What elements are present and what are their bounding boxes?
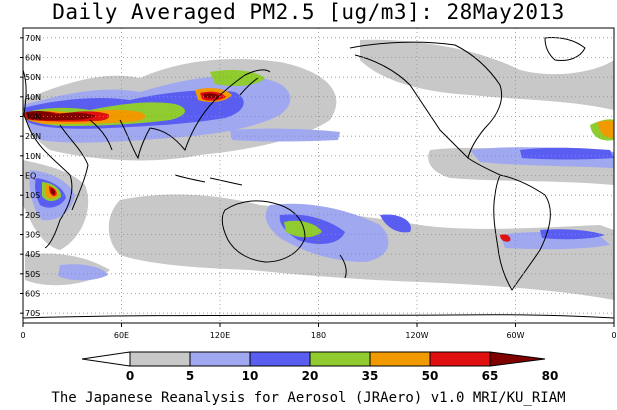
- colorbar-segment: [249, 351, 311, 367]
- colorbar-label: 20: [302, 369, 319, 383]
- map-title: Daily Averaged PM2.5 [ug/m3]: 28May2013: [52, 0, 565, 24]
- lat-label: 50S: [25, 270, 40, 279]
- lat-label: 70N: [25, 34, 41, 43]
- lat-label: 40N: [25, 93, 41, 102]
- colorbar-label: 65: [482, 369, 499, 383]
- lon-label: 0: [20, 331, 25, 340]
- lat-label: 30N: [25, 113, 41, 122]
- map-grid: [23, 28, 614, 323]
- lat-label: 50N: [25, 73, 41, 82]
- colorbar-segment: [129, 351, 191, 367]
- colorbar-arrow-low: [81, 351, 131, 367]
- lat-label: 10S: [25, 191, 40, 200]
- lon-label: 0: [611, 331, 616, 340]
- lat-label: 40S: [25, 250, 40, 259]
- lat-label: 70S: [25, 309, 40, 318]
- lat-label: 60N: [25, 54, 41, 63]
- colorbar-label: 35: [362, 369, 379, 383]
- lat-label: 20S: [25, 211, 40, 220]
- lon-label: 120E: [210, 331, 230, 340]
- colorbar-label: 80: [542, 369, 559, 383]
- lat-label: EQ: [25, 172, 36, 181]
- coastlines: [23, 37, 614, 319]
- colorbar: 0 5 10 20 35 50 65 80: [81, 351, 559, 383]
- latitude-labels: 70N 60N 50N 40N 30N 20N 10N EQ 10S 20S 30S 40S 50S 60…: [20, 34, 41, 318]
- longitude-labels: 0 60E 120E 180 120W 60W 0: [20, 323, 617, 340]
- colorbar-arrow-high: [489, 351, 546, 367]
- colorbar-label: 5: [186, 369, 194, 383]
- colorbar-segment: [369, 351, 431, 367]
- lat-label: 10N: [25, 152, 41, 161]
- lat-label: 20N: [25, 132, 41, 141]
- colorbar-segment: [189, 351, 251, 367]
- lon-label: 180: [311, 331, 326, 340]
- colorbar-label: 50: [422, 369, 439, 383]
- colorbar-label: 0: [126, 369, 134, 383]
- colorbar-label: 10: [242, 369, 259, 383]
- colorbar-segment: [429, 351, 491, 367]
- lon-label: 60W: [506, 331, 524, 340]
- lat-label: 30S: [25, 231, 40, 240]
- footer-credit: The Japanese Reanalysis for Aerosol (JRA…: [51, 390, 566, 406]
- colorbar-segment: [309, 351, 371, 367]
- lat-label: 60S: [25, 290, 40, 299]
- lon-label: 60E: [114, 331, 129, 340]
- lon-label: 120W: [405, 331, 428, 340]
